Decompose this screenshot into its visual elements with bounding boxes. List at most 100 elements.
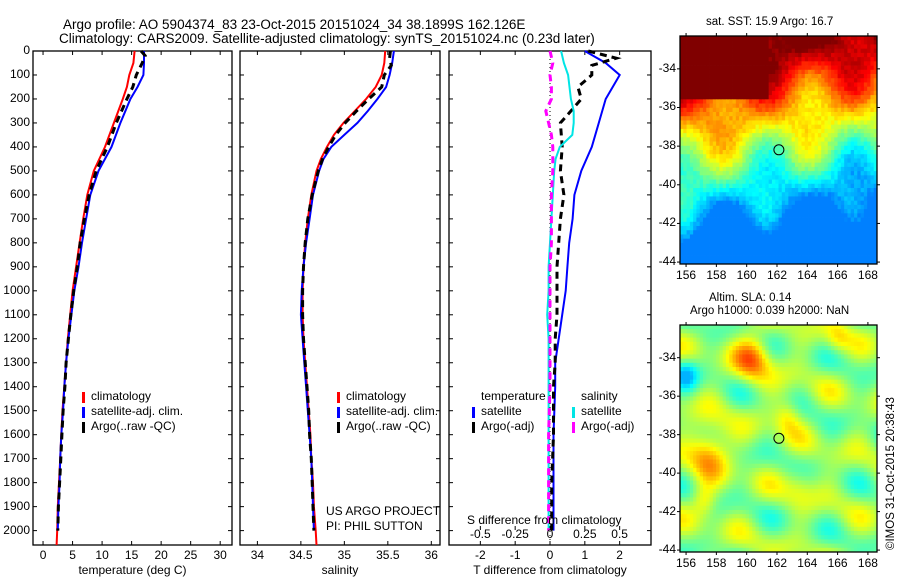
map-cell bbox=[722, 166, 727, 172]
map-cell bbox=[857, 392, 861, 397]
map-cell bbox=[680, 200, 684, 206]
map-cell bbox=[857, 329, 861, 334]
map-cell bbox=[798, 162, 802, 168]
map-cell bbox=[680, 230, 684, 235]
map-cell bbox=[762, 95, 766, 100]
map-cell bbox=[824, 417, 829, 423]
map-cell bbox=[827, 217, 832, 223]
map-cell bbox=[686, 128, 691, 134]
map-cell bbox=[788, 329, 793, 334]
map-cell bbox=[791, 409, 796, 414]
map-cell bbox=[732, 128, 737, 134]
map-cell bbox=[834, 69, 838, 75]
map-cell bbox=[748, 247, 753, 252]
map-cell bbox=[706, 325, 710, 330]
map-cell bbox=[778, 61, 783, 66]
map-cell bbox=[716, 52, 720, 58]
map-cell bbox=[771, 346, 776, 351]
map-cell bbox=[785, 230, 789, 235]
map-cell bbox=[722, 375, 727, 381]
map-cell bbox=[706, 259, 710, 265]
map-cell bbox=[686, 430, 691, 435]
map-cell bbox=[844, 124, 848, 130]
map-cell bbox=[847, 116, 852, 121]
map-cell bbox=[716, 209, 720, 214]
map-cell bbox=[739, 346, 743, 351]
map-cell bbox=[775, 234, 779, 240]
map-cell bbox=[821, 367, 825, 372]
map-cell bbox=[680, 137, 684, 142]
map-cell bbox=[716, 74, 720, 79]
map-cell bbox=[785, 350, 789, 355]
map-cell bbox=[794, 36, 799, 41]
map-cell bbox=[699, 145, 704, 151]
map-cell bbox=[716, 255, 720, 261]
map-cell bbox=[706, 413, 710, 418]
map-cell bbox=[758, 341, 763, 347]
map-cell bbox=[696, 61, 701, 66]
map-cell bbox=[785, 74, 789, 79]
map-cell bbox=[765, 259, 770, 265]
map-cell bbox=[778, 396, 783, 402]
map-cell bbox=[794, 346, 799, 351]
map-cell bbox=[827, 341, 832, 347]
map-cell bbox=[745, 82, 750, 88]
map-cell bbox=[771, 162, 776, 168]
map-cell bbox=[817, 383, 822, 389]
map-cell bbox=[771, 188, 776, 193]
map-cell bbox=[702, 107, 707, 113]
map-cell bbox=[860, 392, 865, 397]
map-cell bbox=[722, 255, 727, 261]
map-cell bbox=[857, 65, 861, 71]
map-cell bbox=[801, 204, 806, 210]
map-cell bbox=[827, 337, 832, 343]
map-cell bbox=[831, 358, 835, 364]
map-cell bbox=[867, 204, 871, 210]
map-cell bbox=[755, 57, 760, 62]
map-cell bbox=[863, 379, 868, 385]
map-cell bbox=[791, 192, 796, 197]
map-cell bbox=[814, 145, 819, 151]
map-cell bbox=[725, 65, 730, 71]
map-cell bbox=[798, 48, 802, 54]
map-cell bbox=[758, 413, 763, 418]
map-cell bbox=[840, 371, 845, 376]
map-cell bbox=[722, 209, 727, 214]
map-cell bbox=[788, 57, 793, 62]
map-cell bbox=[706, 383, 710, 389]
map-cell bbox=[748, 213, 753, 218]
map-cell bbox=[762, 112, 766, 117]
map-cell bbox=[785, 375, 789, 381]
map-cell bbox=[735, 116, 740, 121]
map-cell bbox=[716, 221, 720, 227]
map-cell bbox=[837, 145, 842, 151]
map-cell bbox=[771, 362, 776, 368]
map-cell bbox=[811, 354, 816, 360]
map-cell bbox=[745, 112, 750, 117]
title-line-1: Argo profile: AO 5904374_83 23-Oct-2015 … bbox=[63, 17, 526, 32]
map-cell bbox=[758, 325, 763, 330]
map-cell bbox=[814, 150, 819, 155]
map-cell bbox=[722, 52, 727, 58]
map-cell bbox=[801, 74, 806, 79]
map-cell bbox=[867, 188, 871, 193]
map-cell bbox=[850, 217, 855, 223]
map-cell bbox=[699, 166, 704, 172]
map-cell bbox=[831, 188, 835, 193]
map-cell bbox=[824, 209, 829, 214]
map-cell bbox=[827, 40, 832, 45]
map-cell bbox=[824, 396, 829, 402]
map-cell bbox=[831, 145, 835, 151]
map-cell bbox=[719, 137, 724, 142]
map-cell bbox=[729, 430, 733, 435]
map-cell bbox=[867, 354, 871, 360]
map-cell bbox=[817, 358, 822, 364]
map-cell bbox=[827, 409, 832, 414]
map-cell bbox=[824, 36, 829, 41]
map-cell bbox=[850, 36, 855, 41]
map-cell bbox=[863, 367, 868, 372]
map-cell bbox=[794, 78, 799, 83]
map-cell bbox=[775, 107, 779, 113]
map-cell bbox=[745, 95, 750, 100]
map-cell bbox=[794, 221, 799, 227]
